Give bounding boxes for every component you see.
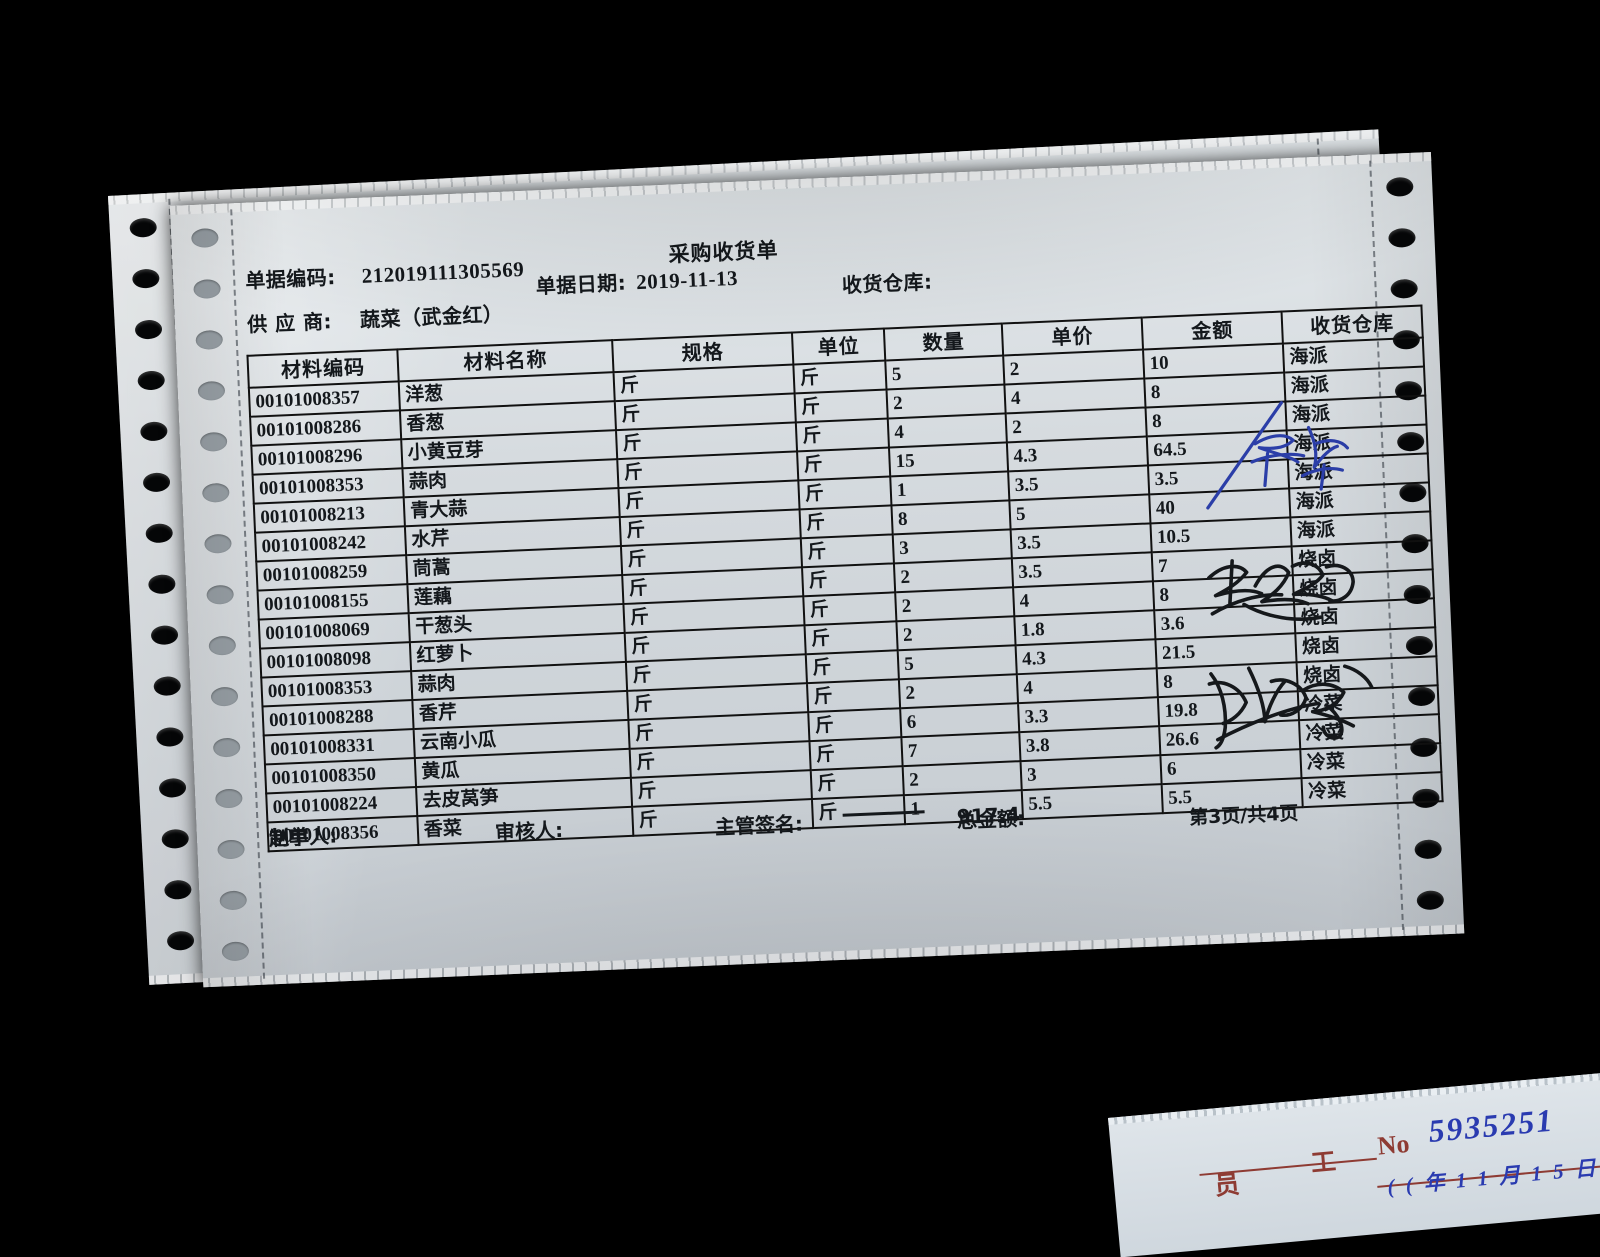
scrap-red-char-2: 工	[1309, 1142, 1337, 1180]
maker-value: 赵宇	[268, 824, 310, 851]
cell-unit: 斤	[809, 737, 903, 771]
sprocket-hole	[158, 777, 187, 799]
document-code-label: 单据编码:	[244, 264, 337, 293]
sprocket-hole	[197, 380, 226, 401]
sprocket-hole	[147, 574, 176, 595]
cell-unit: 斤	[805, 650, 899, 684]
sprocket-hole	[191, 227, 219, 249]
sprocket-hole	[139, 421, 168, 442]
scrap-no-label: No	[1376, 1128, 1411, 1161]
sprocket-hole	[1388, 227, 1416, 248]
cell-unit: 斤	[808, 708, 902, 742]
supplier-value: 蔬菜（武金红）	[359, 303, 504, 332]
cell-unit: 斤	[802, 563, 896, 597]
sprocket-hole	[219, 890, 248, 911]
document-date-value: 2019-11-13	[635, 265, 739, 295]
sprocket-hole	[134, 319, 163, 340]
cell-warehouse: 冷菜	[1301, 772, 1443, 808]
sprocket-hole	[1385, 176, 1414, 197]
sprocket-hole	[217, 839, 245, 860]
sprocket-hole	[212, 737, 241, 758]
cell-unit: 斤	[800, 534, 894, 568]
sprocket-hole	[145, 523, 174, 544]
sprocket-hole	[1390, 278, 1419, 299]
sprocket-hole	[204, 533, 232, 554]
scrap-serial-number: 5935251	[1426, 1101, 1556, 1149]
cell-unit: 斤	[806, 679, 901, 713]
sprocket-hole	[166, 930, 195, 951]
photo-canvas: 采购收货单 单据编码: 212019111305569 单据日期: 2019-11-…	[0, 0, 1600, 1200]
header-warehouse-label: 收货仓库:	[841, 269, 933, 298]
sprocket-hole	[163, 879, 192, 900]
document-date-field: 单据日期: 2019-11-13	[535, 262, 738, 300]
sprocket-hole	[210, 686, 239, 707]
document-code-field: 单据编码: 212019111305569	[245, 253, 525, 294]
sprocket-hole	[155, 726, 184, 748]
auditor-label: 审核人:	[494, 817, 564, 845]
sprocket-hole	[161, 828, 190, 850]
document-code-value: 212019111305569	[361, 256, 525, 288]
sprocket-hole	[142, 472, 171, 493]
col-header-quantity: 数量	[883, 323, 1004, 361]
scrap-handwritten-date: ( ( 年 1 1 月 1 5 日	[1386, 1155, 1600, 1199]
sprocket-hole	[129, 217, 158, 238]
sprocket-hole	[214, 788, 243, 809]
supervisor-sign-label: 主管签名:	[714, 811, 804, 840]
sprocket-hole	[206, 584, 235, 605]
supplier-label: 供 应 商:	[246, 309, 333, 337]
cell-unit: 斤	[797, 447, 891, 481]
sprocket-hole	[208, 635, 237, 656]
col-header-unit: 单位	[791, 328, 886, 365]
sprocket-hole	[195, 329, 224, 351]
cell-unit: 斤	[795, 418, 889, 452]
cell-unit: 斤	[803, 592, 897, 626]
cell-unit-price: 5.5	[1021, 784, 1163, 820]
sprocket-hole	[201, 482, 230, 503]
receipt-content: 采购收货单 单据编码: 212019111305569 单据日期: 2019-11-…	[236, 155, 1443, 985]
line-items-table: 材料编码 材料名称 规格 单位 数量 单价 金额 收货仓库 0010100835…	[246, 305, 1443, 853]
sprocket-hole	[221, 941, 250, 962]
sprocket-hole	[150, 624, 179, 646]
sprocket-hole	[137, 370, 166, 391]
line-items-body: 00101008357 洋葱斤斤 5 2 10 海派 00101008286 香葱斤斤 2 4 8 海…	[248, 337, 1443, 852]
supplier-field: 供 应 商: 蔬菜（武金红）	[246, 298, 504, 338]
header-warehouse-field: 收货仓库:	[841, 265, 943, 298]
sprocket-hole	[193, 278, 221, 300]
cell-unit: 斤	[798, 476, 892, 510]
sprocket-hole	[131, 268, 160, 289]
total-amount-value: 917.4	[956, 802, 1021, 829]
cell-unit: 斤	[804, 621, 898, 655]
sprocket-hole	[153, 675, 182, 697]
cell-unit: 斤	[794, 389, 888, 423]
header-warehouse-value	[942, 271, 943, 293]
cell-unit: 斤	[793, 360, 887, 394]
sprocket-hole	[1416, 890, 1445, 911]
page-indicator: 第3页/共4页	[1188, 802, 1299, 829]
sprocket-hole	[1414, 839, 1443, 860]
cell-unit: 斤	[799, 505, 893, 539]
document-date-label: 单据日期:	[535, 270, 627, 299]
sprocket-hole	[199, 431, 228, 452]
purchase-receipt-sheet: 采购收货单 单据编码: 212019111305569 单据日期: 2019-11-…	[170, 152, 1465, 988]
cell-unit: 斤	[810, 766, 904, 800]
secondary-receipt-scrap: 员 工 No 5935251 ( ( 年 1 1 月 1 5 日	[1108, 1070, 1600, 1257]
